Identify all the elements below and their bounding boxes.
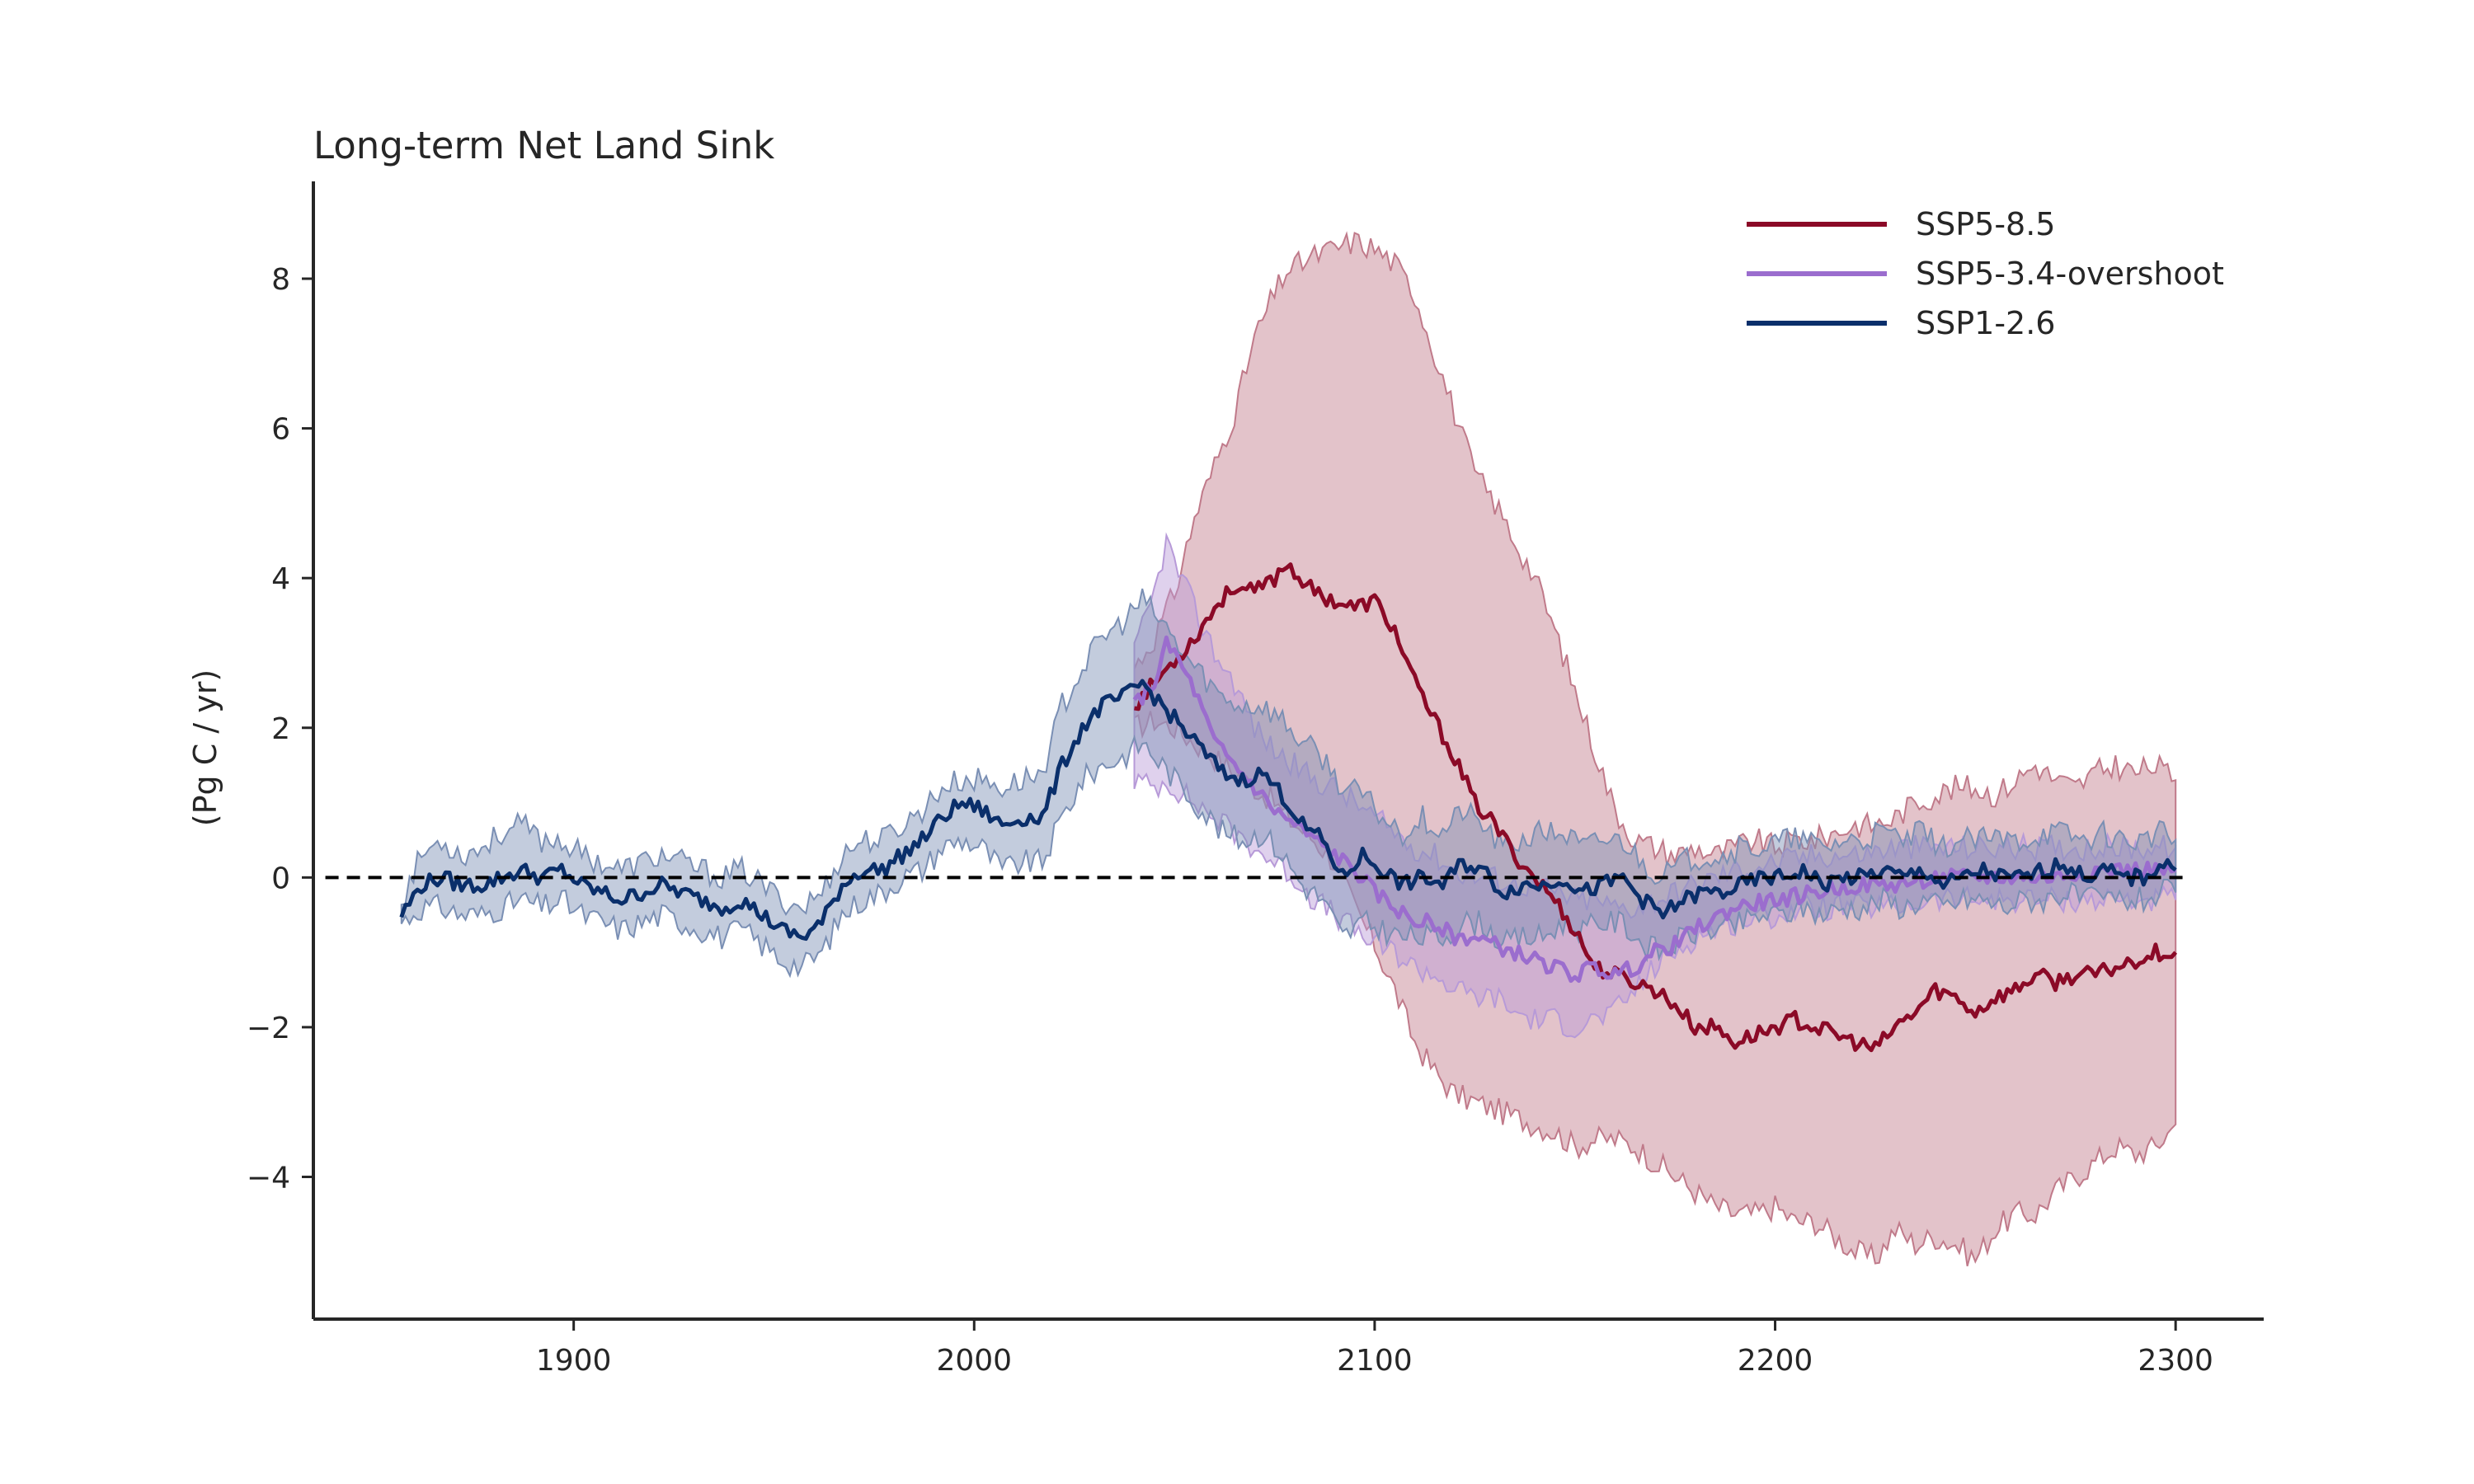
y-tick-label: −4: [247, 1162, 290, 1195]
x-ticks: 1900 2000 2100 2200 2300: [536, 1319, 2213, 1378]
x-tick-label: 2000: [936, 1344, 1012, 1378]
ssp1-2-6-line: [399, 679, 2177, 942]
x-tick-label: 1900: [536, 1344, 612, 1378]
ssp5-8-5-line: [1134, 562, 2178, 1053]
y-axis-label: (Pg C / yr): [187, 669, 223, 826]
ssp5-3-4-overshoot-legend-label: SSP5-3.4-overshoot: [1916, 256, 2224, 292]
ssp5-8-5-band: [1133, 231, 2177, 1266]
series-lines: [399, 562, 2178, 1053]
legend: SSP5-8.5 SSP5-3.4-overshoot SSP1-2.6: [1747, 206, 2224, 341]
y-tick-label: 8: [271, 263, 290, 297]
y-tick-label: 6: [271, 413, 290, 447]
x-tick-label: 2100: [1337, 1344, 1413, 1378]
y-tick-label: −2: [247, 1012, 290, 1045]
x-tick-label: 2300: [2138, 1344, 2213, 1378]
ssp1-2-6-legend-label: SSP1-2.6: [1916, 305, 2055, 341]
ssp5-8-5-legend-label: SSP5-8.5: [1916, 206, 2055, 242]
y-tick-label: 4: [271, 562, 290, 596]
y-ticks: −4 −2 0 2 4 6 8: [247, 263, 313, 1195]
axes: 1900 2000 2100 2200 2300 −4 −2 0 2 4 6 8: [247, 181, 2264, 1378]
y-tick-label: 2: [271, 712, 290, 746]
confidence-bands: [400, 231, 2177, 1266]
y-tick-label: 0: [271, 862, 290, 895]
x-tick-label: 2200: [1738, 1344, 1813, 1378]
chart-title: Long-term Net Land Sink: [313, 124, 774, 167]
ssp5-3-4-overshoot-line: [1132, 635, 2176, 984]
